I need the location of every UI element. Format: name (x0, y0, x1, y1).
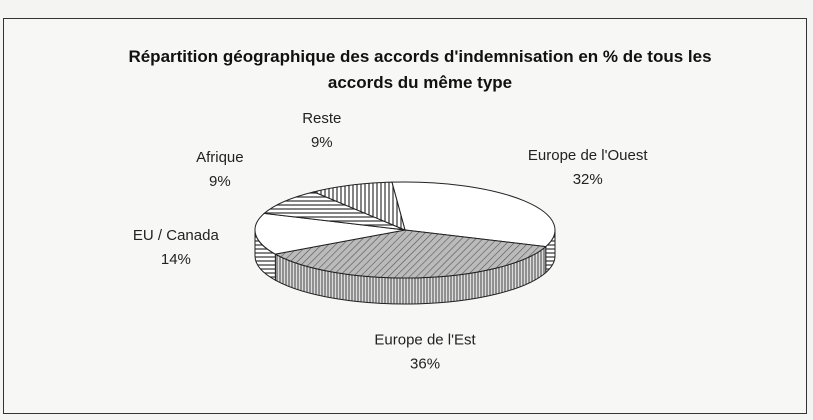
slice (312, 181, 406, 231)
slice (254, 212, 406, 255)
slice-label: Europe de l'Ouest (528, 147, 648, 164)
slice-label: Reste (302, 110, 341, 127)
slice-label: EU / Canada (133, 227, 220, 244)
slice-label: Afrique (196, 149, 244, 166)
slice-value-label: 32% (573, 171, 603, 188)
slice-value-label: 14% (161, 251, 191, 268)
chart-title: Répartition géographique des accords d'i… (128, 47, 712, 92)
slice-value-label: 9% (311, 134, 333, 151)
slice-value-label: 9% (209, 173, 231, 190)
slice (263, 191, 406, 231)
slice (391, 181, 556, 248)
slice-value-label: 36% (410, 356, 440, 373)
slice-label: Europe de l'Est (374, 332, 476, 349)
